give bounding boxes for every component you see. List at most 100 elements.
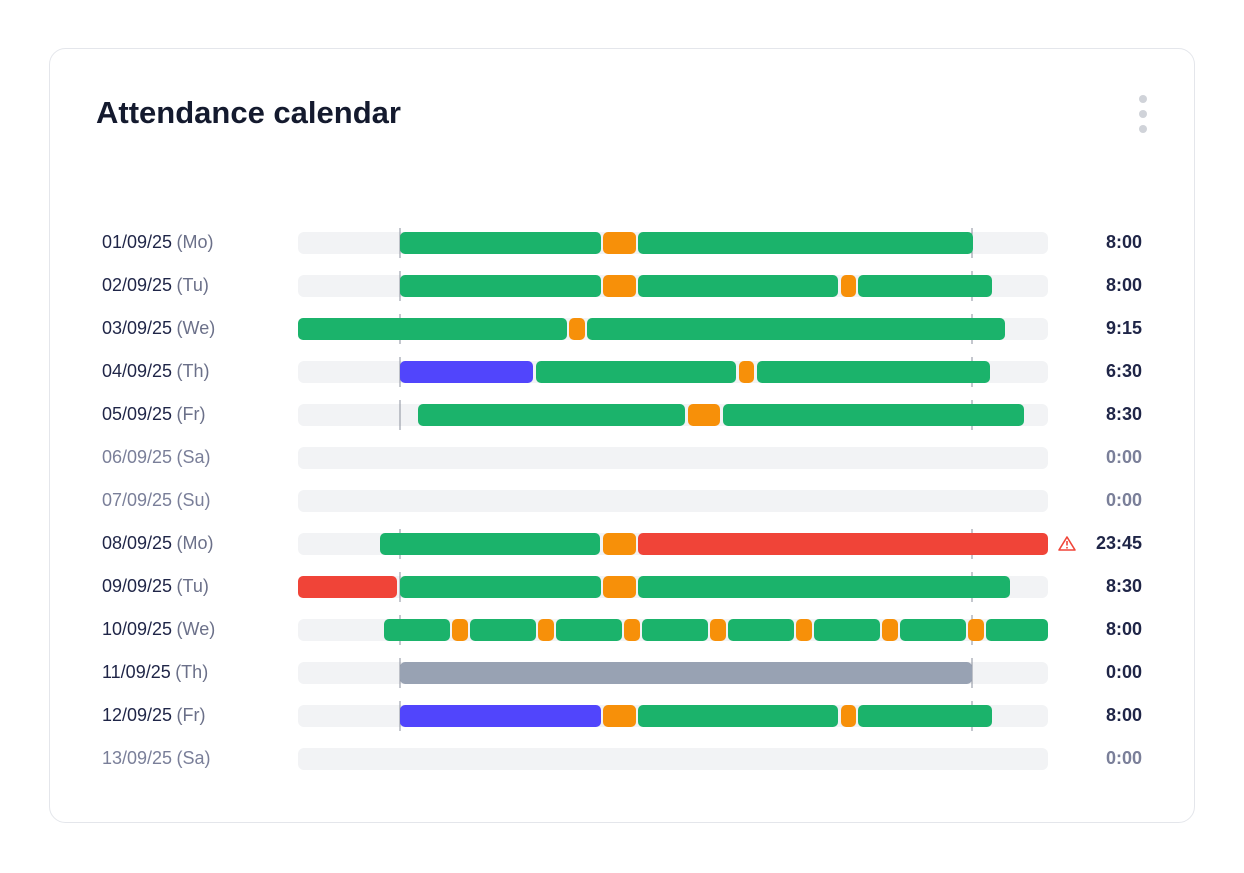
segment xyxy=(400,576,601,598)
track xyxy=(298,447,1048,469)
segment xyxy=(728,619,794,641)
segment xyxy=(400,275,601,297)
segment xyxy=(710,619,726,641)
segment xyxy=(638,576,1010,598)
total: 23:45 xyxy=(1096,533,1142,553)
row-label: 05/09/25 (Fr) xyxy=(102,404,206,424)
date: 02/09/25 xyxy=(102,275,172,295)
segment xyxy=(603,275,636,297)
segment xyxy=(688,404,720,426)
weekday: (We) xyxy=(177,318,216,338)
segment xyxy=(418,404,685,426)
total: 0:00 xyxy=(1106,490,1142,510)
segment xyxy=(380,533,600,555)
segment xyxy=(603,576,636,598)
total: 8:30 xyxy=(1106,404,1142,424)
day-row: 10/09/25 (We) 8:00 xyxy=(102,615,1142,645)
segment xyxy=(587,318,1005,340)
total: 9:15 xyxy=(1106,318,1142,338)
row-label: 07/09/25 (Su) xyxy=(102,490,211,510)
segment xyxy=(739,361,754,383)
day-row: 13/09/25 (Sa) 0:00 xyxy=(102,748,1142,770)
date: 03/09/25 xyxy=(102,318,172,338)
card-title: Attendance calendar xyxy=(96,95,401,130)
segment xyxy=(841,275,856,297)
day-row: 06/09/25 (Sa) 0:00 xyxy=(102,447,1142,469)
day-row: 08/09/25 (Mo) 23:45 xyxy=(102,529,1142,559)
segment xyxy=(569,318,585,340)
day-row: 03/09/25 (We) 9:15 xyxy=(102,314,1142,344)
weekday: (Th) xyxy=(177,361,210,381)
warning-dot xyxy=(1066,546,1068,549)
segment xyxy=(723,404,1024,426)
weekday: (Fr) xyxy=(177,705,206,725)
row-label: 02/09/25 (Tu) xyxy=(102,275,209,295)
segment xyxy=(638,533,1048,555)
day-row: 01/09/25 (Mo) 8:00 xyxy=(102,228,1142,258)
day-row: 07/09/25 (Su) 0:00 xyxy=(102,490,1142,512)
date: 11/09/25 xyxy=(102,662,171,682)
segment xyxy=(603,533,636,555)
row-label: 04/09/25 (Th) xyxy=(102,361,210,381)
row-label: 08/09/25 (Mo) xyxy=(102,533,214,553)
total: 8:00 xyxy=(1106,705,1142,725)
segment xyxy=(556,619,622,641)
day-row: 05/09/25 (Fr) 8:30 xyxy=(102,400,1142,430)
weekday: (Mo) xyxy=(177,232,214,252)
date: 01/09/25 xyxy=(102,232,172,252)
segment xyxy=(624,619,640,641)
date: 05/09/25 xyxy=(102,404,172,424)
rows: 01/09/25 (Mo) 8:00 02/09/25 (Tu) 8:00 03/09/… xyxy=(102,228,1142,770)
date: 07/09/25 xyxy=(102,490,172,510)
segment xyxy=(298,318,567,340)
segment xyxy=(757,361,990,383)
segment xyxy=(400,232,601,254)
segment xyxy=(642,619,708,641)
segment xyxy=(400,361,533,383)
segment xyxy=(841,705,856,727)
row-label: 03/09/25 (We) xyxy=(102,318,215,338)
row-label: 09/09/25 (Tu) xyxy=(102,576,209,596)
segment xyxy=(814,619,880,641)
total: 6:30 xyxy=(1106,361,1142,381)
segment xyxy=(603,705,636,727)
weekday: (We) xyxy=(177,619,216,639)
dot xyxy=(1139,110,1147,118)
date: 06/09/25 xyxy=(102,447,172,467)
segment xyxy=(384,619,450,641)
total: 0:00 xyxy=(1106,662,1142,682)
row-label: 10/09/25 (We) xyxy=(102,619,215,639)
date: 09/09/25 xyxy=(102,576,172,596)
row-label: 01/09/25 (Mo) xyxy=(102,232,214,252)
warning-triangle xyxy=(1058,536,1076,551)
date: 10/09/25 xyxy=(102,619,172,639)
total: 8:30 xyxy=(1106,576,1142,596)
total: 0:00 xyxy=(1106,447,1142,467)
row-label: 11/09/25 (Th) xyxy=(102,662,208,682)
segment xyxy=(638,705,838,727)
segment xyxy=(882,619,898,641)
segment xyxy=(603,232,636,254)
dot xyxy=(1139,95,1147,103)
segment xyxy=(452,619,468,641)
segment xyxy=(400,705,601,727)
day-row: 02/09/25 (Tu) 8:00 xyxy=(102,271,1142,301)
segment xyxy=(900,619,966,641)
date: 13/09/25 xyxy=(102,748,172,768)
more-menu[interactable] xyxy=(1139,95,1147,133)
day-row: 11/09/25 (Th) 0:00 xyxy=(102,658,1142,688)
segment xyxy=(986,619,1048,641)
weekday: (Tu) xyxy=(177,576,209,596)
row-label: 12/09/25 (Fr) xyxy=(102,705,206,725)
total: 0:00 xyxy=(1106,748,1142,768)
row-label: 13/09/25 (Sa) xyxy=(102,748,211,768)
day-row: 12/09/25 (Fr) 8:00 xyxy=(102,701,1142,731)
weekday: (Mo) xyxy=(177,533,214,553)
total: 8:00 xyxy=(1106,619,1142,639)
day-row: 09/09/25 (Tu) 8:30 xyxy=(102,572,1142,602)
segment xyxy=(638,232,973,254)
track xyxy=(298,490,1048,512)
warning-icon xyxy=(1058,536,1076,551)
weekday: (Th) xyxy=(175,662,208,682)
